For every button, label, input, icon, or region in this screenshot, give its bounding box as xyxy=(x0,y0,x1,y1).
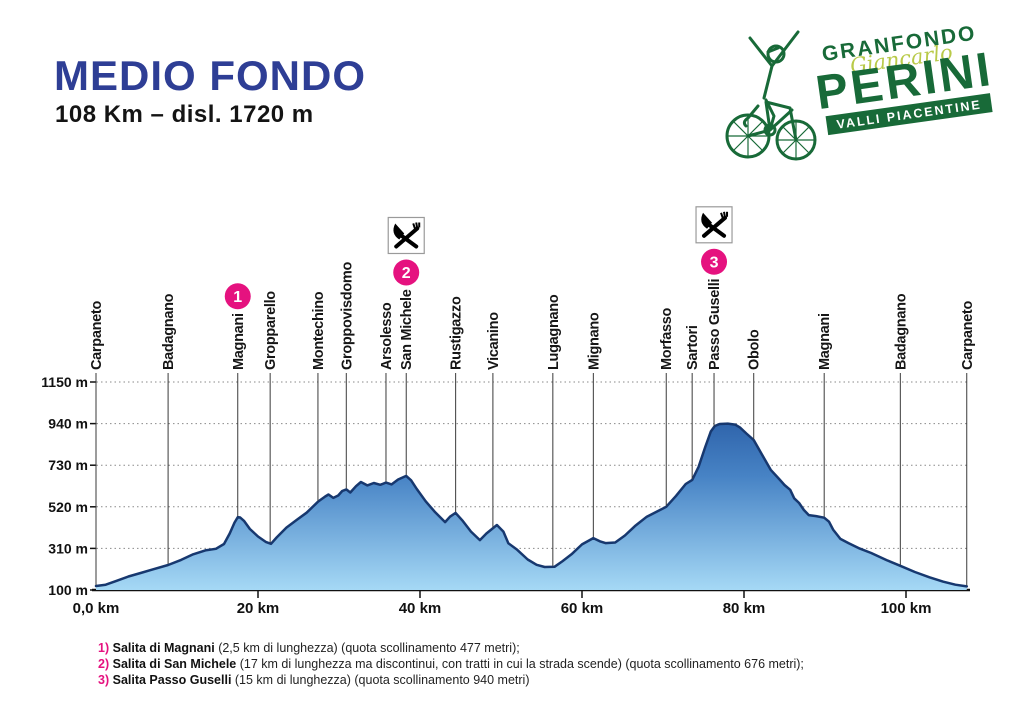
page-subtitle: 108 Km – disl. 1720 m xyxy=(55,101,314,128)
location-label-lugagnano: Lugagnano xyxy=(546,294,562,370)
event-logo: GRANFONDO Giancarlo PERINI VALLI PIACENT… xyxy=(700,10,1020,170)
climbs-legend: 1) Salita di Magnani (2,5 km di lunghezz… xyxy=(98,640,804,688)
climb-marker-number-3: 3 xyxy=(710,254,719,271)
x-axis-label-20km: 20 km xyxy=(237,600,280,617)
location-label-carpaneto: Carpaneto xyxy=(960,301,976,370)
climb-marker-number-1: 1 xyxy=(233,289,242,306)
location-label-morfasso: Morfasso xyxy=(659,308,675,370)
location-label-sartori: Sartori xyxy=(685,325,701,370)
climb-marker-circle-3 xyxy=(701,248,728,275)
climb-marker-circle-1 xyxy=(224,283,251,310)
food-fork-knife-icon-2 xyxy=(393,222,421,249)
location-label-san-michele: San Michele xyxy=(399,289,415,370)
legend-item-1: 1) Salita di Magnani (2,5 km di lunghezz… xyxy=(98,641,520,655)
climb-marker-number-2: 2 xyxy=(402,265,411,282)
logo-text-block: GRANFONDO Giancarlo PERINI VALLI PIACENT… xyxy=(790,17,1019,138)
location-label-groppovisdomo: Groppovisdomo xyxy=(339,261,355,370)
legend-item-3: 3) Salita Passo Guselli (15 km di lunghe… xyxy=(98,673,530,687)
y-axis-label-940m: 940 m xyxy=(48,416,88,432)
x-axis-label-80km: 80 km xyxy=(723,600,766,617)
cyclist-logo-icon xyxy=(725,30,817,161)
y-axis-label-310m: 310 m xyxy=(48,540,88,556)
y-axis-label-1150m: 1150 m xyxy=(41,374,88,390)
location-label-badagnano: Badagnano xyxy=(893,293,909,370)
y-axis-label-520m: 520 m xyxy=(48,499,88,515)
location-label-passo-guselli: Passo Guselli xyxy=(707,279,723,370)
legend-item-2: 2) Salita di San Michele (17 km di lungh… xyxy=(98,657,804,671)
climb-marker-circle-2 xyxy=(393,259,420,286)
location-label-rustigazzo: Rustigazzo xyxy=(449,296,465,370)
location-label-mignano: Mignano xyxy=(586,312,602,370)
x-axis-label-40km: 40 km xyxy=(399,600,442,617)
location-label-carpaneto: Carpaneto xyxy=(89,301,105,370)
food-fork-knife-icon-3 xyxy=(701,211,729,238)
elevation-profile-chart: 1150 m 940 m 730 m 520 m 310 m 100 m 0,0 km 20 … xyxy=(41,206,976,617)
elevation-profile-area xyxy=(96,423,967,590)
page-title: MEDIO FONDO xyxy=(54,52,366,99)
elevation-profile-outline xyxy=(94,422,969,588)
location-label-badagnano: Badagnano xyxy=(161,293,177,370)
x-axis-label-100km: 100 km xyxy=(881,600,932,617)
y-axis-label-100m: 100 m xyxy=(48,582,88,598)
location-label-montechino: Montechino xyxy=(311,291,327,370)
x-axis-label-0km: 0,0 km xyxy=(73,600,120,617)
location-label-obolo: Obolo xyxy=(747,329,763,370)
x-axis-label-60km: 60 km xyxy=(561,600,604,617)
location-label-magnani: Magnani xyxy=(231,313,247,370)
location-label-gropparello: Gropparello xyxy=(263,291,279,370)
location-label-vicanino: Vicanino xyxy=(486,312,502,370)
location-label-arsolesso: Arsolesso xyxy=(379,302,395,370)
location-label-magnani: Magnani xyxy=(817,313,833,370)
y-axis-label-730m: 730 m xyxy=(48,457,88,473)
